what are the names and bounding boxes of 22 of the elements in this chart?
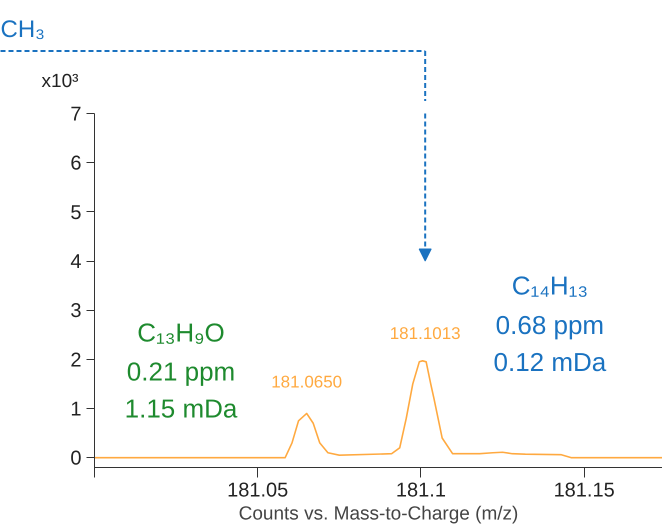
y-tick-label: 2	[70, 349, 82, 372]
annotation: C₁₄H₁₃	[512, 270, 588, 301]
y-tick-label: 5	[70, 202, 82, 224]
y-tick-label: 7	[70, 104, 82, 126]
annotation: 1.15 mDa	[124, 394, 238, 424]
annotation: C₁₃H₉O	[137, 317, 225, 348]
y-tick-label: 3	[70, 300, 82, 322]
y-tick-label: 6	[70, 152, 82, 175]
annotation: 0.21 ppm	[126, 356, 236, 387]
text: x10³	[42, 70, 79, 92]
x-tick-label: 181.1	[396, 480, 446, 502]
annotation: 181.1013	[390, 324, 461, 343]
x-tick-label: 181.05	[227, 480, 288, 502]
annotation: 0.12 mDa	[494, 346, 607, 377]
y-tick-label: 0	[70, 448, 82, 470]
annotation: 181.0650	[271, 372, 342, 392]
x-axis-title: Counts vs. Mass-to-Charge (m/z)	[238, 504, 518, 524]
annotation: 0.68 ppm	[496, 310, 604, 340]
y-tick-label: 1	[70, 398, 82, 420]
x-tick-label: 181.15	[554, 480, 615, 502]
y-tick-label: 4	[70, 251, 82, 273]
text: CH₃	[0, 16, 45, 43]
